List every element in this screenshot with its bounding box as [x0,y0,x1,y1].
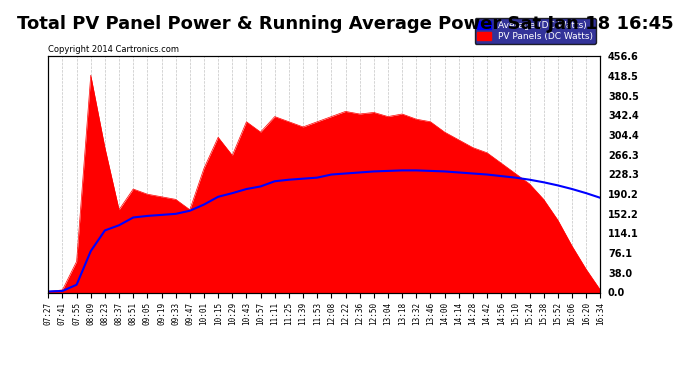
Legend: Average (DC Watts), PV Panels (DC Watts): Average (DC Watts), PV Panels (DC Watts) [475,18,595,44]
Text: Copyright 2014 Cartronics.com: Copyright 2014 Cartronics.com [48,45,179,54]
Text: Total PV Panel Power & Running Average Power Sat Jan 18 16:45: Total PV Panel Power & Running Average P… [17,15,673,33]
